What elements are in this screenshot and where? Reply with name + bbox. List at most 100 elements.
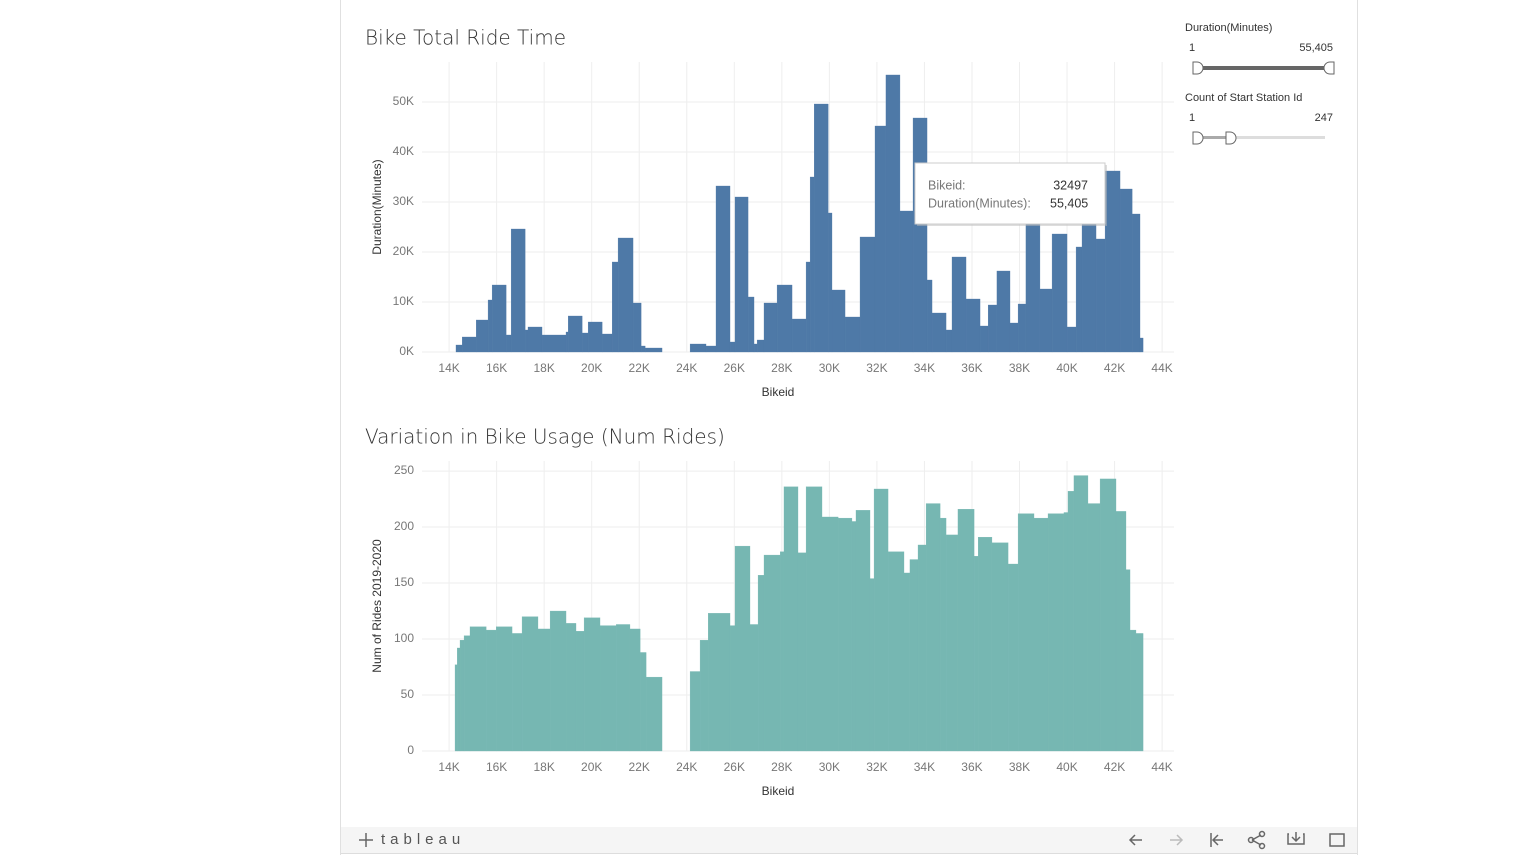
tooltip-value: 55,405	[1050, 196, 1088, 210]
bar	[587, 321, 603, 353]
bar	[925, 503, 941, 752]
bar	[945, 534, 959, 752]
bar	[1066, 326, 1077, 353]
logo[interactable]: tableau	[381, 831, 465, 848]
x-tick-label: 24K	[676, 361, 697, 375]
bar	[568, 315, 583, 353]
redo-button[interactable]	[1170, 834, 1184, 846]
x-tick-label: 30K	[819, 361, 840, 375]
download-button[interactable]	[1287, 832, 1305, 845]
bar	[1087, 503, 1101, 752]
x-tick-label: 18K	[533, 760, 554, 774]
bar	[1025, 211, 1041, 353]
x-tick-label: 38K	[1009, 361, 1030, 375]
x-tick-label: 16K	[486, 361, 507, 375]
tooltip-value: 32497	[1053, 178, 1088, 192]
bar	[510, 228, 526, 353]
filter-title: Count of Start Station Id	[1185, 92, 1302, 104]
x-tick-label: 36K	[961, 760, 982, 774]
y-tick-label: 40K	[393, 144, 414, 158]
y-tick-label: 100	[394, 631, 414, 645]
bar	[951, 256, 967, 353]
slider-track[interactable]	[1193, 66, 1329, 70]
bar	[945, 329, 953, 353]
bar	[457, 647, 461, 752]
y-tick-label: 10K	[393, 294, 414, 308]
bar	[1132, 213, 1141, 353]
chart-title: Bike Total Ride Time	[365, 26, 566, 50]
slider-handle[interactable]	[1192, 61, 1204, 75]
bar	[991, 542, 1009, 752]
bar	[1017, 513, 1035, 752]
x-tick-label: 34K	[914, 361, 935, 375]
x-tick-label: 14K	[438, 361, 459, 375]
slider-track[interactable]	[1193, 136, 1325, 139]
bar	[734, 196, 749, 353]
slider-handle[interactable]	[1323, 61, 1335, 75]
bar	[1047, 513, 1065, 752]
x-tick-label: 20K	[581, 361, 602, 375]
bar	[1125, 569, 1131, 752]
bar	[629, 628, 641, 752]
bar	[931, 312, 947, 353]
x-tick-label: 44K	[1151, 760, 1172, 774]
bar	[459, 640, 465, 752]
bar	[462, 336, 477, 353]
bar	[705, 345, 717, 353]
x-tick-label: 28K	[771, 760, 792, 774]
bar	[756, 339, 765, 353]
x-tick-label: 26K	[724, 760, 745, 774]
y-tick-label: 50	[401, 687, 415, 701]
slider-handle[interactable]	[1225, 131, 1237, 145]
bar	[783, 486, 799, 752]
bar	[511, 633, 523, 752]
bar	[689, 671, 701, 752]
bar	[729, 625, 736, 752]
bar	[776, 284, 793, 353]
charts: Bike Total Ride Time 14K 16K 18K 20K 22K 24K 26…	[365, 26, 1174, 798]
x-tick-label: 34K	[914, 760, 935, 774]
undo-button[interactable]	[1128, 834, 1142, 846]
x-tick-label: 16K	[486, 760, 507, 774]
x-tick-label: 20K	[581, 760, 602, 774]
bar	[957, 508, 975, 752]
x-tick-label: 26K	[724, 361, 745, 375]
x-tick-label: 22K	[629, 760, 650, 774]
bar	[476, 319, 489, 353]
share-dot	[1247, 836, 1255, 844]
bar	[486, 629, 497, 752]
x-tick-label: 40K	[1056, 361, 1077, 375]
bar	[715, 185, 731, 353]
fullscreen-button[interactable]	[1329, 833, 1345, 847]
bar	[1135, 633, 1144, 752]
bar	[583, 617, 601, 752]
bar	[1104, 170, 1121, 353]
revert-button[interactable]	[1210, 833, 1223, 847]
bar	[821, 516, 839, 752]
bar	[780, 551, 785, 752]
bar	[749, 624, 759, 752]
bar	[1099, 478, 1117, 752]
bar	[463, 635, 471, 752]
tooltip-label: Duration(Minutes):	[928, 196, 1031, 210]
bar	[632, 302, 642, 353]
bar	[1009, 322, 1019, 353]
slider-handle[interactable]	[1192, 131, 1204, 145]
bar	[873, 488, 889, 752]
bar	[527, 326, 543, 353]
x-tick-label: 28K	[771, 361, 792, 375]
bar	[828, 212, 833, 353]
bar	[521, 616, 539, 752]
bar	[1033, 517, 1049, 752]
y-tick-label: 50K	[393, 94, 414, 108]
x-tick-label: 22K	[629, 361, 650, 375]
bar	[805, 486, 823, 752]
x-tick-label: 42K	[1104, 760, 1125, 774]
bar	[926, 279, 933, 353]
y-tick-label: 20K	[393, 244, 414, 258]
bar	[1139, 337, 1144, 353]
bar	[874, 125, 887, 353]
x-axis-title: Bikeid	[762, 784, 795, 798]
y-tick-label: 200	[394, 519, 414, 533]
bar	[797, 552, 807, 752]
